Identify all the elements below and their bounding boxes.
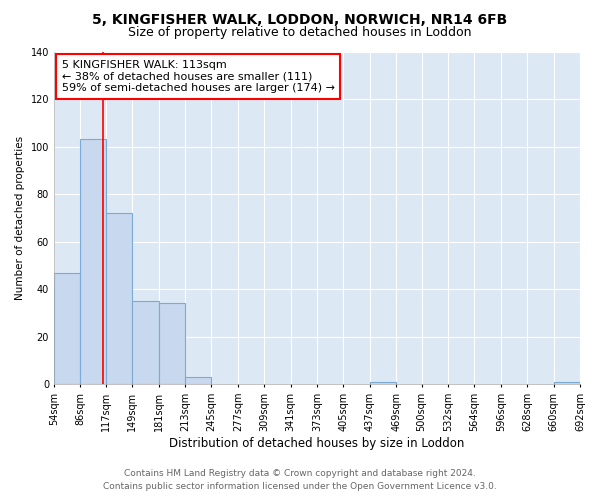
X-axis label: Distribution of detached houses by size in Loddon: Distribution of detached houses by size … — [169, 437, 464, 450]
Text: 5 KINGFISHER WALK: 113sqm
← 38% of detached houses are smaller (111)
59% of semi: 5 KINGFISHER WALK: 113sqm ← 38% of detac… — [62, 60, 335, 93]
Text: Contains HM Land Registry data © Crown copyright and database right 2024.
Contai: Contains HM Land Registry data © Crown c… — [103, 470, 497, 491]
Bar — [80, 140, 106, 384]
Bar — [185, 377, 211, 384]
Text: 5, KINGFISHER WALK, LODDON, NORWICH, NR14 6FB: 5, KINGFISHER WALK, LODDON, NORWICH, NR1… — [92, 12, 508, 26]
Bar — [370, 382, 396, 384]
Bar — [158, 304, 185, 384]
Y-axis label: Number of detached properties: Number of detached properties — [15, 136, 25, 300]
Bar — [554, 382, 580, 384]
Bar — [54, 272, 80, 384]
Bar — [132, 301, 158, 384]
Text: Size of property relative to detached houses in Loddon: Size of property relative to detached ho… — [128, 26, 472, 39]
Bar — [106, 213, 132, 384]
